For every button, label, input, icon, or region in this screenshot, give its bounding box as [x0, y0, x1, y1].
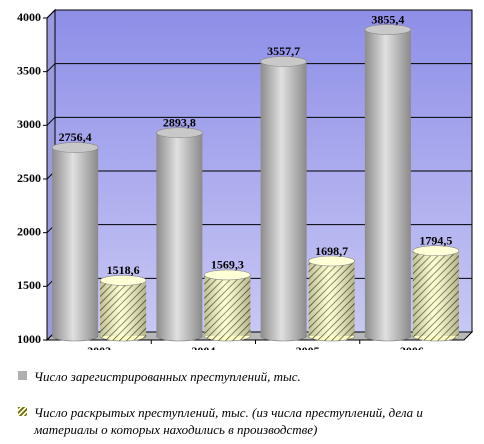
value-label: 2756,4 [59, 130, 92, 144]
x-tick-label: 2003 [87, 344, 111, 350]
bar [364, 24, 412, 342]
legend-label: Число зарегистрированных преступлений, т… [34, 369, 301, 384]
bar-top [260, 56, 307, 67]
value-label: 1794,5 [419, 233, 452, 247]
y-tick-label: 1500 [17, 278, 41, 292]
bar-top [308, 255, 355, 267]
bar [99, 275, 147, 342]
bar [204, 269, 251, 342]
value-label: 3855,4 [371, 12, 404, 26]
legend-label: Число раскрытых преступлений, тыс. (из ч… [34, 405, 423, 437]
y-tick-label: 2500 [17, 171, 41, 185]
bar-shade [204, 274, 251, 336]
x-tick-label: 2004 [191, 344, 215, 350]
bar-top [99, 275, 147, 286]
value-label: 1518,6 [107, 263, 140, 277]
y-tick-label: 3000 [17, 117, 41, 131]
grid-line-side [46, 9, 56, 19]
bar-top [204, 269, 251, 281]
y-tick-label: 2000 [17, 224, 41, 238]
bar [412, 245, 460, 342]
bar-body [260, 61, 307, 336]
grid-line-side [46, 63, 56, 73]
value-label: 1698,7 [315, 244, 348, 258]
bar-body [52, 147, 99, 336]
x-tick-label: 2005 [296, 344, 320, 350]
legend-swatch [18, 407, 27, 416]
bar [51, 142, 99, 342]
x-tick-label: 2006 [400, 344, 424, 350]
grid-line [46, 9, 472, 19]
bar-body [364, 29, 411, 337]
bar [308, 255, 355, 342]
bar-top [51, 142, 99, 153]
value-label: 3557,7 [267, 44, 300, 58]
legend-item: Число зарегистрированных преступлений, т… [18, 368, 478, 386]
bar [156, 127, 203, 342]
chart: 1000 1500 2000 2500 3000 3500 4000 2003 2756,4 15… [17, 8, 474, 350]
bar [260, 56, 307, 342]
value-label: 2893,8 [163, 115, 196, 129]
bar-shade [412, 250, 459, 336]
y-tick-label: 3500 [17, 63, 41, 77]
bar-shade [308, 261, 355, 336]
bar-top [156, 127, 203, 139]
bar-shade [100, 280, 147, 336]
bar-top [412, 245, 460, 257]
value-label: 1569,3 [211, 258, 244, 272]
y-tick-label: 1000 [17, 332, 41, 346]
legend-swatch [18, 371, 27, 380]
bar-top [364, 24, 412, 35]
grid-line-side [46, 116, 56, 126]
y-tick-label: 4000 [17, 10, 41, 24]
bar-body [156, 132, 203, 336]
legend-item: Число раскрытых преступлений, тыс. (из ч… [18, 404, 478, 440]
